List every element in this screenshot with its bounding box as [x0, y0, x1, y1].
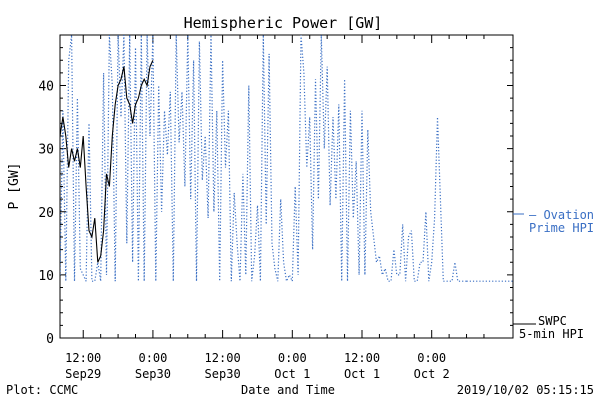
x-tick-time: 12:00: [205, 351, 241, 365]
legend-swpc-line1: SWPC: [538, 314, 567, 328]
legend-swpc-line2: 5-min HPI: [519, 327, 584, 341]
chart-title: Hemispheric Power [GW]: [184, 14, 383, 32]
legend-ovation-line2: Prime HPI: [529, 221, 594, 235]
x-tick-date: Sep30: [205, 367, 241, 381]
x-tick-date: Oct 2: [414, 367, 450, 381]
y-tick-label: 40: [38, 80, 54, 95]
y-tick-label: 30: [38, 143, 54, 158]
legend-swpc: SWPC 5-min HPI: [513, 314, 584, 341]
series-ovation-prime-line: [60, 35, 467, 284]
x-tick-date: Oct 1: [344, 367, 380, 381]
timestamp: 2019/10/02 05:15:15: [457, 383, 594, 397]
plot-credit: Plot: CCMC: [6, 383, 78, 397]
legend-ovation-prime: — Ovation Prime HPI: [529, 208, 594, 235]
series-layer: [60, 35, 513, 284]
x-tick-time: 12:00: [344, 351, 380, 365]
x-tick-time: 0:00: [278, 351, 307, 365]
y-tick-label: 10: [38, 269, 54, 284]
x-tick-time: 0:00: [138, 351, 167, 365]
x-axis: 12:00 Sep29 0:00 Sep30 12:00 Sep30 0:00 Oct 1 12…: [65, 35, 485, 381]
y-axis-label: P [GW]: [7, 163, 22, 210]
legend-ovation-line1: — Ovation: [529, 208, 594, 222]
y-tick-label: 0: [46, 332, 54, 347]
y-tick-label: 20: [38, 206, 54, 221]
x-tick-time: 12:00: [65, 351, 101, 365]
y-axis: 0 10 20 30 40: [38, 34, 513, 347]
x-tick-date: Sep30: [135, 367, 171, 381]
series-swpc-line: [60, 60, 154, 263]
x-tick-date: Oct 1: [274, 367, 310, 381]
x-axis-label: Date and Time: [241, 383, 335, 397]
x-tick-time: 0:00: [417, 351, 446, 365]
x-tick-date: Sep29: [65, 367, 101, 381]
